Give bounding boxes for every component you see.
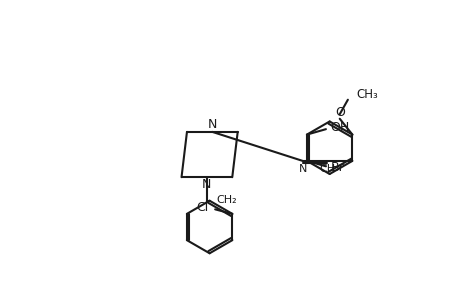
Text: N: N [207,118,217,131]
Text: N: N [202,178,211,191]
Text: N: N [298,164,306,174]
Text: O: O [334,106,344,119]
Text: Br: Br [330,161,343,174]
Text: Cl: Cl [196,202,208,214]
Text: CH₂: CH₂ [216,195,237,205]
Text: CH₃: CH₃ [355,88,377,101]
Text: CH: CH [319,164,335,174]
Text: OH: OH [330,121,349,134]
